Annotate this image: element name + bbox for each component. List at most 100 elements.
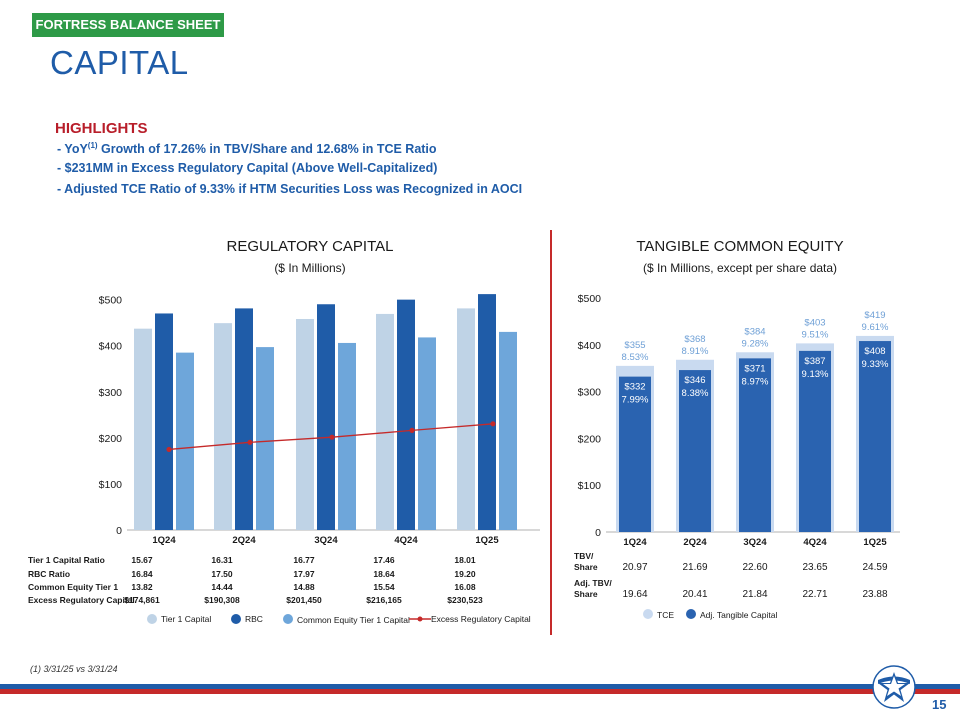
regulatory-y-tick-label: $400 — [99, 341, 123, 353]
regulatory-bar-rbc — [155, 313, 173, 530]
regulatory-category-label: 4Q24 — [394, 535, 418, 546]
tce-table-cell: 23.88 — [862, 589, 888, 600]
regulatory-table-cell: 15.67 — [131, 555, 153, 565]
regulatory-table-cell: 17.46 — [373, 555, 395, 565]
excess-capital-point — [409, 427, 415, 434]
legend-tce-label: TCE — [657, 610, 674, 620]
adj-ratio-label: 9.33% — [862, 359, 889, 370]
regulatory-y-tick-label: $200 — [99, 433, 123, 445]
legend-excess-swatch — [409, 616, 431, 622]
tce-category-label: 1Q24 — [623, 537, 647, 548]
regulatory-bar-rbc — [397, 299, 415, 530]
regulatory-category-label: 1Q25 — [475, 535, 499, 546]
legend-adj-label: Adj. Tangible Capital — [700, 610, 778, 620]
tce-category-label: 4Q24 — [803, 537, 827, 548]
regulatory-table-cell: $190,308 — [204, 595, 240, 605]
regulatory-bar-rbc — [317, 304, 335, 530]
excess-capital-point — [247, 439, 253, 445]
tce-category-label: 1Q25 — [863, 537, 887, 548]
tce-table-cell: 23.65 — [802, 562, 828, 573]
tce-y-tick-label: $200 — [578, 433, 602, 445]
regulatory-table-cell: 16.84 — [131, 569, 153, 579]
regulatory-table-cell: 18.64 — [373, 569, 395, 579]
tce-category-label: 3Q24 — [743, 537, 767, 548]
footer-band-red — [0, 689, 960, 694]
regulatory-bar-common-equity-tier-1-capital — [499, 331, 517, 530]
excess-capital-point — [166, 446, 172, 453]
legend-rbc-swatch — [231, 614, 241, 624]
tce-table-cell: 21.84 — [742, 589, 768, 600]
regulatory-table-cell: $216,165 — [366, 595, 402, 605]
adj-value-label: $408 — [864, 346, 885, 357]
regulatory-y-tick-label: 0 — [116, 525, 122, 537]
regulatory-table-cell: 16.77 — [293, 555, 315, 565]
regulatory-bar-common-equity-tier-1-capital — [256, 347, 274, 530]
star-logo-icon — [872, 665, 916, 709]
tce-y-tick-label: $400 — [578, 340, 602, 352]
regulatory-table-cell: 19.20 — [454, 569, 476, 579]
page-number: 15 — [932, 697, 947, 712]
tce-y-tick-label: $500 — [578, 293, 602, 305]
tce-chart-subtitle: ($ In Millions, except per share data) — [642, 261, 838, 275]
legend-cet1-swatch — [283, 614, 293, 624]
regulatory-bar-tier-1-capital — [376, 313, 394, 530]
legend-tce-swatch — [643, 609, 653, 619]
adj-ratio-label: 9.13% — [802, 369, 829, 380]
regulatory-category-label: 3Q24 — [314, 535, 338, 546]
regulatory-chart-subtitle: ($ In Millions) — [274, 261, 346, 275]
highlight-1: - YoY(1) Growth of 17.26% in TBV/Share a… — [57, 141, 437, 156]
regulatory-row-label: Excess Regulatory Capital — [28, 595, 135, 605]
regulatory-y-tick-label: $100 — [99, 479, 123, 491]
page-title: CAPITAL — [50, 44, 189, 81]
tce-row-label: TBV/ Share — [574, 551, 598, 572]
tce-value-label: $368 — [684, 334, 705, 345]
tce-y-tick-label: 0 — [595, 527, 601, 539]
tce-value-label: $403 — [804, 317, 825, 328]
tce-ratio-label: 9.28% — [742, 338, 769, 349]
regulatory-table-cell: $174,861 — [124, 595, 160, 605]
tce-value-label: $384 — [744, 326, 765, 337]
regulatory-row-label: Tier 1 Capital Ratio — [28, 555, 105, 565]
adj-value-label: $387 — [804, 356, 825, 367]
regulatory-table-cell: 16.31 — [211, 555, 233, 565]
regulatory-bar-rbc — [235, 308, 253, 530]
tce-ratio-label: 8.53% — [622, 352, 649, 363]
regulatory-bar-tier-1-capital — [457, 308, 475, 530]
regulatory-table-cell: $201,450 — [286, 595, 322, 605]
highlight-2: - $231MM in Excess Regulatory Capital (A… — [57, 161, 438, 175]
regulatory-row-label: Common Equity Tier 1 — [28, 582, 119, 592]
legend-adj-swatch — [686, 609, 696, 619]
regulatory-table-cell: $230,523 — [447, 595, 483, 605]
tce-table-cell: 22.60 — [742, 562, 768, 573]
footnote: (1) 3/31/25 vs 3/31/24 — [30, 664, 118, 674]
legend-tier1-label: Tier 1 Capital — [161, 614, 212, 624]
tce-table-cell: 19.64 — [622, 589, 648, 600]
regulatory-category-label: 2Q24 — [232, 535, 256, 546]
adj-ratio-label: 7.99% — [622, 395, 649, 406]
regulatory-y-tick-label: $300 — [99, 387, 123, 399]
section-tag: FORTRESS BALANCE SHEET — [32, 13, 224, 37]
tce-ratio-label: 9.51% — [802, 329, 829, 340]
adj-ratio-label: 8.38% — [682, 388, 709, 399]
tce-table-cell: 24.59 — [862, 562, 888, 573]
regulatory-table-cell: 17.97 — [293, 569, 315, 579]
regulatory-table-cell: 17.50 — [211, 569, 233, 579]
footnote-marker: (1) — [87, 141, 98, 150]
tce-ratio-label: 9.61% — [862, 322, 889, 333]
tce-table-cell: 20.97 — [622, 562, 648, 573]
regulatory-category-label: 1Q24 — [152, 535, 176, 546]
regulatory-row-label: RBC Ratio — [28, 569, 71, 579]
tce-value-label: $355 — [624, 340, 645, 351]
tce-y-tick-label: $300 — [578, 387, 602, 399]
footer-band-blue — [0, 684, 960, 689]
regulatory-bar-tier-1-capital — [214, 323, 232, 530]
section-divider — [550, 230, 552, 635]
regulatory-table-cell: 18.01 — [454, 555, 476, 565]
tce-table-cell: 21.69 — [682, 562, 708, 573]
adj-tangible-bar — [619, 376, 651, 532]
regulatory-y-tick-label: $500 — [99, 295, 123, 307]
adj-tangible-bar — [679, 370, 711, 532]
adj-value-label: $371 — [744, 363, 765, 374]
highlight-3: - Adjusted TCE Ratio of 9.33% if HTM Sec… — [57, 182, 523, 196]
